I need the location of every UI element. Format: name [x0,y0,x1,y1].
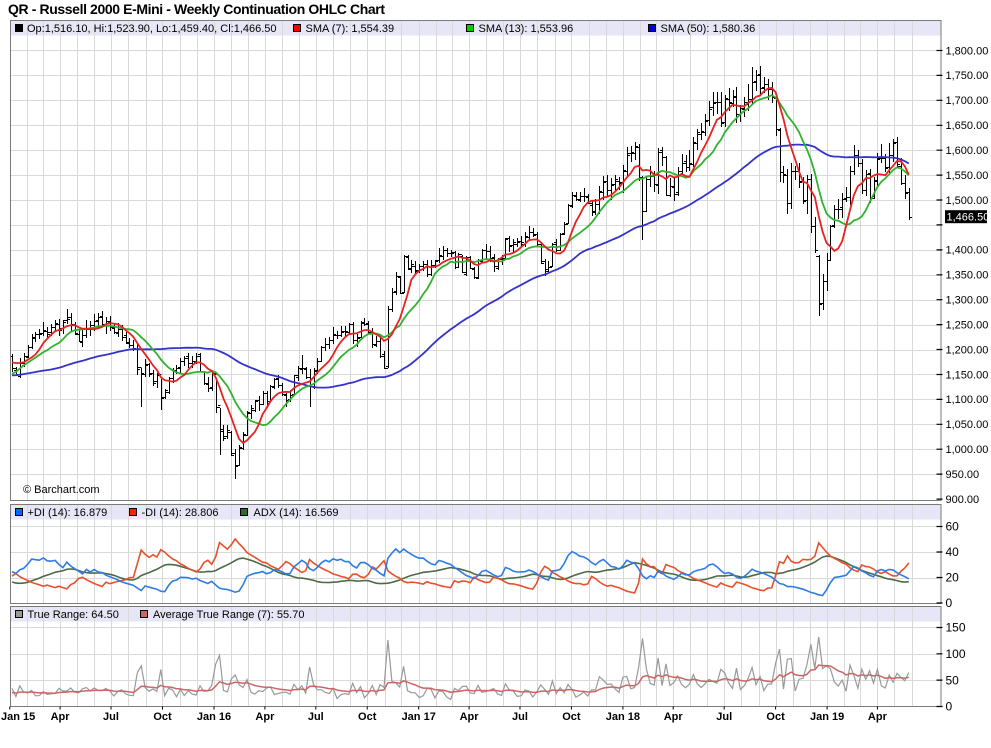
svg-text:1,400.00: 1,400.00 [946,245,989,257]
svg-text:Jul: Jul [308,711,324,723]
svg-text:Oct: Oct [358,711,377,723]
svg-text:1,500.00: 1,500.00 [946,195,989,207]
svg-text:1,700.00: 1,700.00 [946,95,989,107]
svg-text:150: 150 [946,621,966,635]
svg-text:ADX (14): 16.569: ADX (14): 16.569 [254,507,339,519]
svg-text:Jul: Jul [103,711,119,723]
svg-text:20: 20 [946,571,960,585]
svg-text:Jul: Jul [716,711,732,723]
svg-text:Jan 15: Jan 15 [1,711,35,723]
svg-text:1,100.00: 1,100.00 [946,394,989,406]
svg-text:40: 40 [946,545,960,559]
svg-text:950.00: 950.00 [946,469,980,481]
svg-text:© Barchart.com: © Barchart.com [23,484,100,496]
svg-text:Jan 16: Jan 16 [197,711,231,723]
svg-text:1,200.00: 1,200.00 [946,344,989,356]
svg-text:1,550.00: 1,550.00 [946,170,989,182]
svg-text:100: 100 [946,647,966,661]
svg-text:1,650.00: 1,650.00 [946,120,989,132]
svg-text:Oct: Oct [562,711,581,723]
svg-text:Oct: Oct [153,711,172,723]
svg-text:SMA (50): 1,580.36: SMA (50): 1,580.36 [661,23,756,35]
svg-text:0: 0 [946,596,953,610]
svg-text:+DI (14): 16.879: +DI (14): 16.879 [28,507,108,519]
svg-text:Apr: Apr [460,711,480,723]
svg-text:1,300.00: 1,300.00 [946,295,989,307]
svg-text:-DI (14): 28.806: -DI (14): 28.806 [142,507,219,519]
svg-text:1,350.00: 1,350.00 [946,270,989,282]
svg-text:Apr: Apr [51,711,71,723]
svg-text:900.00: 900.00 [946,494,980,506]
svg-text:SMA (7): 1,554.39: SMA (7): 1,554.39 [306,23,395,35]
svg-text:0: 0 [946,700,953,714]
svg-text:1,800.00: 1,800.00 [946,45,989,57]
svg-text:True Range: 64.50: True Range: 64.50 [28,609,119,621]
svg-text:60: 60 [946,520,960,534]
svg-text:Jan 17: Jan 17 [402,711,436,723]
svg-text:Apr: Apr [664,711,684,723]
svg-text:Average True Range (7): 55.70: Average True Range (7): 55.70 [153,609,304,621]
svg-text:Apr: Apr [255,711,275,723]
svg-text:Op:1,516.10, Hi:1,523.90, Lo:1: Op:1,516.10, Hi:1,523.90, Lo:1,459.40, C… [27,23,277,35]
svg-text:1,466.50: 1,466.50 [947,212,990,224]
svg-text:Oct: Oct [766,711,785,723]
svg-text:SMA (13): 1,553.96: SMA (13): 1,553.96 [479,23,574,35]
svg-text:QR - Russell 2000 E-Mini - Wee: QR - Russell 2000 E-Mini - Weekly Contin… [8,1,385,17]
svg-text:50: 50 [946,673,960,687]
svg-text:Jan 18: Jan 18 [606,711,640,723]
svg-text:1,250.00: 1,250.00 [946,319,989,331]
svg-text:Jan 19: Jan 19 [810,711,844,723]
svg-text:Jul: Jul [512,711,528,723]
svg-text:1,150.00: 1,150.00 [946,369,989,381]
svg-text:1,050.00: 1,050.00 [946,419,989,431]
svg-text:1,750.00: 1,750.00 [946,70,989,82]
svg-text:Apr: Apr [868,711,888,723]
svg-text:1,600.00: 1,600.00 [946,145,989,157]
svg-text:1,000.00: 1,000.00 [946,444,989,456]
